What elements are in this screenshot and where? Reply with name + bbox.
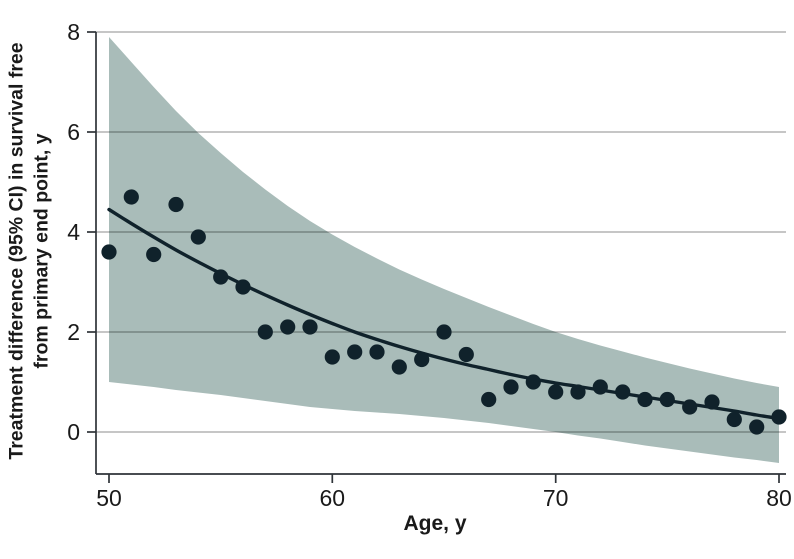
data-point xyxy=(726,411,742,428)
x-tick-label: 60 xyxy=(320,485,346,511)
data-point xyxy=(592,379,608,395)
data-point xyxy=(302,319,318,335)
data-point xyxy=(749,419,765,435)
data-point xyxy=(391,359,407,375)
data-point xyxy=(280,319,296,335)
x-axis-title: Age, y xyxy=(403,512,467,535)
data-point xyxy=(235,279,251,295)
data-point xyxy=(615,384,631,400)
data-point xyxy=(525,374,541,390)
y-tick-label: 2 xyxy=(67,319,80,345)
y-axis-title-line2: from primary end point, y xyxy=(30,133,53,369)
data-point xyxy=(146,246,162,263)
x-tick-label: 80 xyxy=(766,485,792,511)
data-point xyxy=(213,269,229,285)
data-point xyxy=(771,409,787,425)
data-point xyxy=(659,391,675,408)
y-axis-title-line1: Treatment difference (95% CI) in surviva… xyxy=(5,42,28,460)
data-point xyxy=(324,349,340,365)
confidence-band xyxy=(109,37,779,463)
x-tick-label: 70 xyxy=(543,485,569,511)
data-point xyxy=(168,196,184,213)
y-tick-label: 6 xyxy=(67,119,80,145)
y-tick-label: 4 xyxy=(67,219,80,245)
data-point xyxy=(570,384,586,400)
y-axis-title: Treatment difference (95% CI) in surviva… xyxy=(5,0,57,504)
data-point xyxy=(682,399,698,415)
data-point xyxy=(414,351,430,368)
data-point xyxy=(101,244,117,260)
data-point xyxy=(704,394,720,410)
data-point xyxy=(503,379,519,395)
data-point xyxy=(347,344,363,360)
data-point xyxy=(190,229,206,245)
x-tick-label: 50 xyxy=(96,485,122,511)
data-point xyxy=(637,391,653,408)
data-point xyxy=(436,324,452,340)
data-point xyxy=(481,391,497,408)
data-point xyxy=(123,189,139,205)
data-point xyxy=(548,384,564,400)
data-point xyxy=(257,324,273,340)
y-tick-label: 0 xyxy=(67,419,80,445)
data-point xyxy=(458,346,474,363)
y-tick-label: 8 xyxy=(67,19,80,45)
data-point xyxy=(369,344,385,360)
